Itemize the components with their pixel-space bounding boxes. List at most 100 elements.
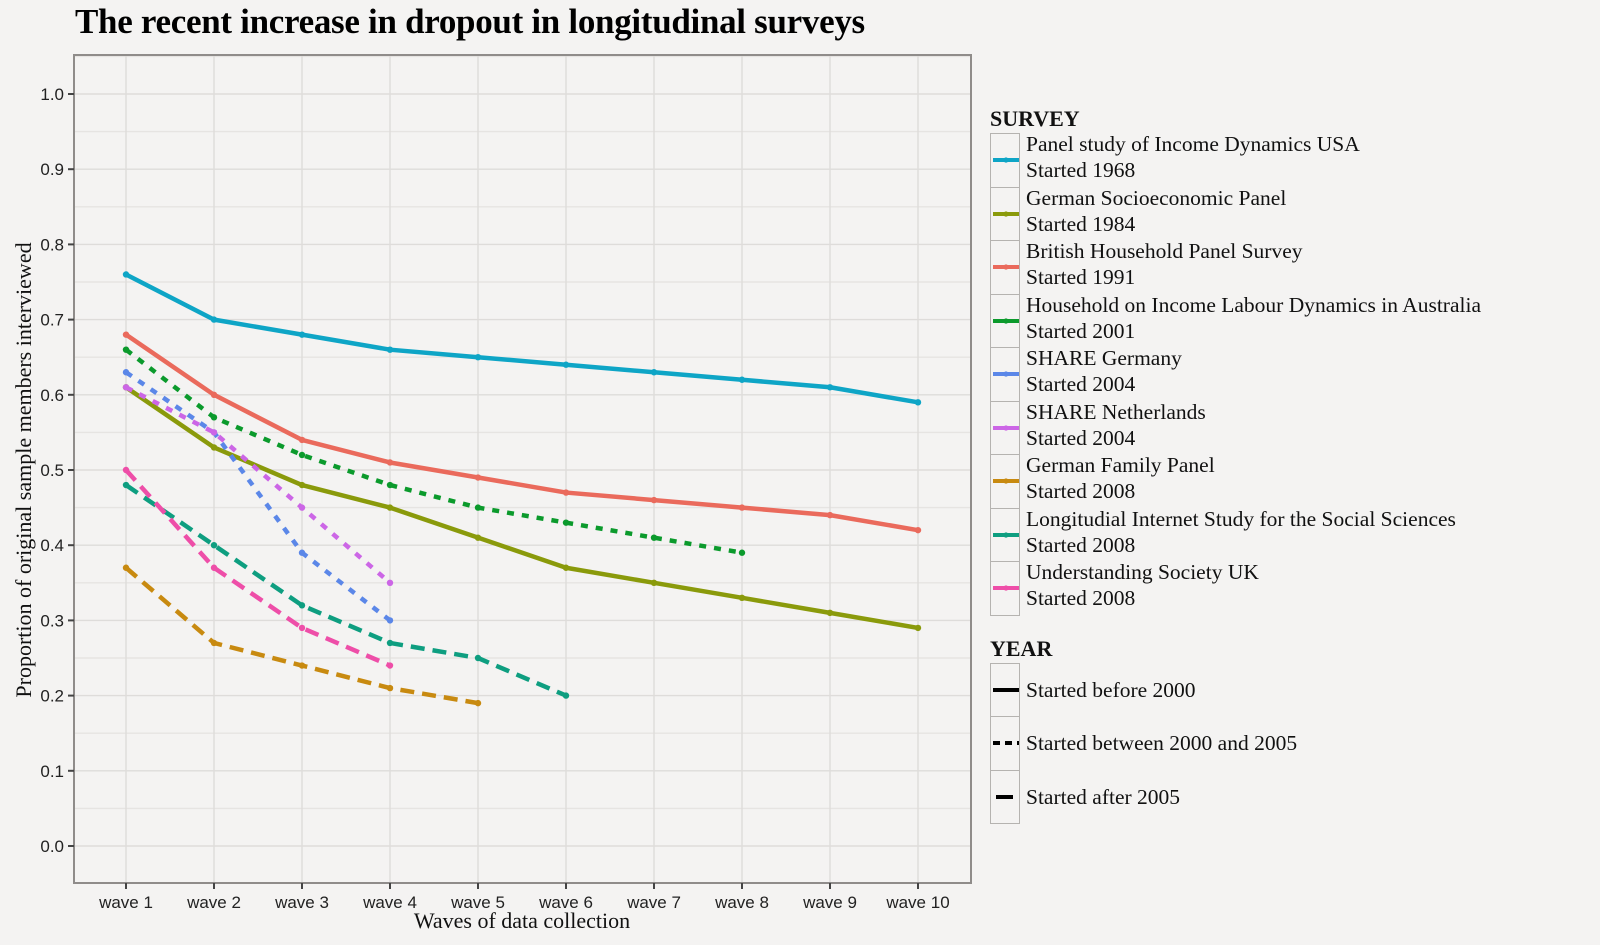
legend-survey-name: British Household Panel Survey — [1026, 239, 1303, 263]
legend-key — [990, 347, 1020, 402]
data-point — [298, 504, 306, 511]
x-tick-label: wave 3 — [274, 893, 329, 912]
legend-key — [990, 662, 1020, 717]
series-line — [124, 385, 392, 585]
legend-key-glyph — [993, 531, 1019, 538]
data-point — [914, 526, 922, 534]
data-point — [122, 271, 130, 278]
legend-key — [990, 186, 1020, 241]
y-tick-label: 0.6 — [40, 386, 64, 405]
legend-survey-name: Household on Income Labour Dynamics in A… — [1026, 292, 1481, 317]
legend-key — [990, 400, 1020, 455]
data-point — [210, 564, 218, 571]
data-point — [562, 489, 570, 496]
y-tick-label: 0.0 — [40, 837, 64, 856]
data-point — [738, 549, 746, 556]
plot-background — [74, 55, 971, 883]
data-point — [914, 624, 922, 632]
series-line — [124, 370, 392, 623]
data-point — [562, 692, 570, 699]
data-point — [386, 662, 394, 669]
legend-item: Longitudial Internet Study for the Socia… — [990, 507, 1481, 562]
data-point — [298, 451, 306, 459]
legend-key — [990, 561, 1020, 616]
series-share-netherlands — [122, 384, 394, 586]
data-point — [562, 519, 570, 526]
data-point — [122, 369, 130, 376]
legend-key — [990, 454, 1020, 509]
data-point — [210, 444, 218, 451]
legend-key — [990, 507, 1020, 562]
data-point — [122, 384, 130, 391]
data-point — [298, 481, 306, 489]
data-point — [386, 617, 394, 624]
data-point — [650, 496, 658, 504]
legend-year-item: Started after 2005 — [990, 769, 1481, 824]
x-tick-label: wave 7 — [626, 893, 681, 912]
series-line — [124, 468, 391, 668]
axes: 0.0 0.1 0.2 0.3 0.4 0.5 0.6 0.7 0.8 0.9 1.0 wave 1 w… — [40, 54, 972, 912]
data-point — [826, 609, 834, 617]
legend-key-glyph — [993, 157, 1019, 163]
data-point — [650, 369, 658, 376]
series-line — [124, 332, 919, 533]
data-point — [122, 331, 130, 338]
series-lines — [122, 271, 922, 707]
x-tick-label: wave 9 — [802, 893, 857, 912]
data-point — [738, 504, 746, 511]
legend-key-glyph — [993, 741, 1019, 745]
legend-key-glyph — [993, 317, 1019, 324]
x-tick-label: wave 4 — [362, 893, 417, 912]
legend-item: German Family Panel Started 2008 — [990, 452, 1481, 509]
y-tick-label: 0.4 — [40, 536, 64, 555]
legend-label: British Household Panel Survey Started 19… — [1020, 238, 1303, 295]
data-point — [210, 429, 218, 436]
legend-key-glyph — [993, 478, 1019, 484]
legend-label: Panel study of Income Dynamics USA Starte… — [1020, 131, 1360, 188]
legend-key — [990, 133, 1020, 188]
legend-label: Household on Income Labour Dynamics in A… — [1020, 292, 1481, 349]
y-tick-label: 0.7 — [40, 311, 64, 330]
legend-survey-name: German Socioeconomic Panel — [1026, 185, 1287, 210]
data-point — [386, 579, 394, 586]
plot-panel — [74, 55, 971, 883]
x-tick-label: wave 1 — [98, 893, 153, 912]
data-point — [122, 346, 130, 353]
y-tick-label: 0.8 — [40, 235, 64, 254]
data-point — [210, 391, 218, 398]
legend-item: SHARE Germany Started 2004 — [990, 346, 1481, 402]
data-point — [386, 639, 394, 647]
series-line — [124, 483, 567, 698]
data-point — [914, 399, 922, 406]
legend-year-label: Started between 2000 and 2005 — [1026, 731, 1298, 755]
legend-key-glyph — [993, 264, 1019, 270]
series-british-household-panel-survey — [122, 331, 922, 534]
data-point — [474, 504, 482, 511]
legend-survey-started: Started 2004 — [1026, 372, 1136, 396]
data-point — [210, 414, 218, 421]
x-tick-label: wave 6 — [538, 893, 593, 912]
legend-label: Understanding Society UK Started 2008 — [1020, 559, 1259, 616]
legend-survey-started: Started 2008 — [1026, 479, 1136, 503]
data-point — [386, 504, 394, 511]
legend-year-label: Started before 2000 — [1026, 677, 1196, 702]
legend-key — [990, 769, 1020, 824]
x-tick-label: wave 5 — [450, 893, 505, 912]
legend-survey-started: Started 2004 — [1026, 425, 1136, 450]
data-point — [650, 579, 658, 586]
legend-survey-name: Panel study of Income Dynamics USA — [1026, 132, 1360, 156]
legend-survey-started: Started 1991 — [1026, 265, 1136, 289]
series-german-socioeconomic-panel — [122, 384, 922, 632]
data-point — [298, 549, 306, 556]
legend-key — [990, 716, 1020, 771]
data-point — [386, 684, 394, 692]
legend-label: German Family Panel Started 2008 — [1020, 452, 1215, 509]
data-point — [738, 376, 746, 383]
grid-lines — [74, 55, 971, 883]
legend-survey-name: Understanding Society UK — [1026, 560, 1259, 584]
legend-survey-items: Panel study of Income Dynamics USA Starte… — [990, 131, 1481, 616]
legend-survey-started: Started 2001 — [1026, 318, 1136, 343]
y-tick-label: 0.5 — [40, 461, 64, 480]
data-point — [474, 354, 482, 361]
x-tick-label: wave 2 — [186, 893, 241, 912]
